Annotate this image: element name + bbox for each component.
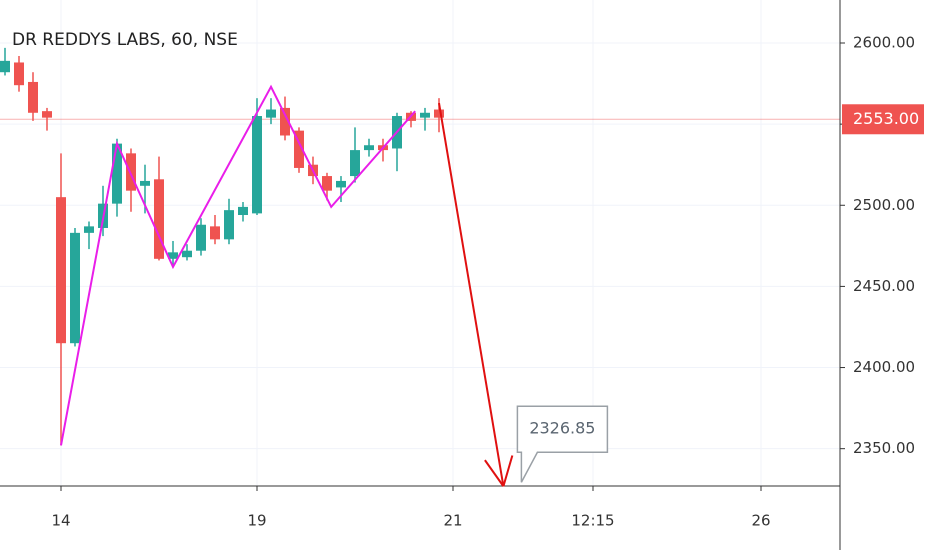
candle-body (84, 226, 94, 233)
candle-body (420, 112, 430, 118)
candle-body (70, 232, 80, 344)
candle-body (196, 224, 206, 251)
current-price-label: 2553.00 (853, 109, 919, 128)
candle-body (112, 143, 122, 204)
candle-body (140, 180, 150, 186)
candle-body (168, 252, 178, 259)
candle-body (182, 250, 192, 258)
y-tick-label: 2350.00 (853, 439, 915, 457)
candle-body (56, 197, 66, 344)
chart-title: DR REDDYS LABS, 60, NSE (12, 30, 238, 50)
x-tick-label: 14 (51, 512, 70, 530)
candle-body (0, 60, 10, 73)
candle-body (280, 107, 290, 136)
candle-body (294, 130, 304, 168)
candle-body (252, 116, 262, 214)
zigzag-line (60, 84, 416, 446)
candle-body (224, 210, 234, 240)
candle-body (336, 180, 346, 188)
arrow-head (502, 455, 514, 487)
candle-body (266, 109, 276, 118)
y-tick-label: 2600.00 (853, 34, 915, 52)
candle-body (364, 145, 374, 151)
candle-body (154, 179, 164, 259)
callout-box (516, 405, 609, 483)
candle-body (28, 81, 38, 113)
candle-body (42, 111, 52, 118)
arrow-line (438, 102, 505, 487)
arrow-head (484, 459, 505, 487)
candle-body (14, 62, 24, 86)
callout-label: 2326.85 (529, 419, 595, 438)
x-tick-label: 26 (751, 512, 770, 530)
y-tick-label: 2400.00 (853, 358, 915, 376)
x-tick-label: 12:15 (571, 512, 614, 530)
y-tick-label: 2450.00 (853, 277, 915, 295)
candle-body (350, 150, 360, 177)
x-tick-label: 21 (443, 512, 462, 530)
candle-body (210, 226, 220, 240)
candle-body (322, 176, 332, 191)
x-tick-label: 19 (247, 512, 266, 530)
current-price-tag (842, 104, 924, 135)
candle-body (434, 109, 444, 118)
candle-body (238, 206, 248, 216)
y-tick-label: 2500.00 (853, 196, 915, 214)
candle-body (126, 153, 136, 191)
